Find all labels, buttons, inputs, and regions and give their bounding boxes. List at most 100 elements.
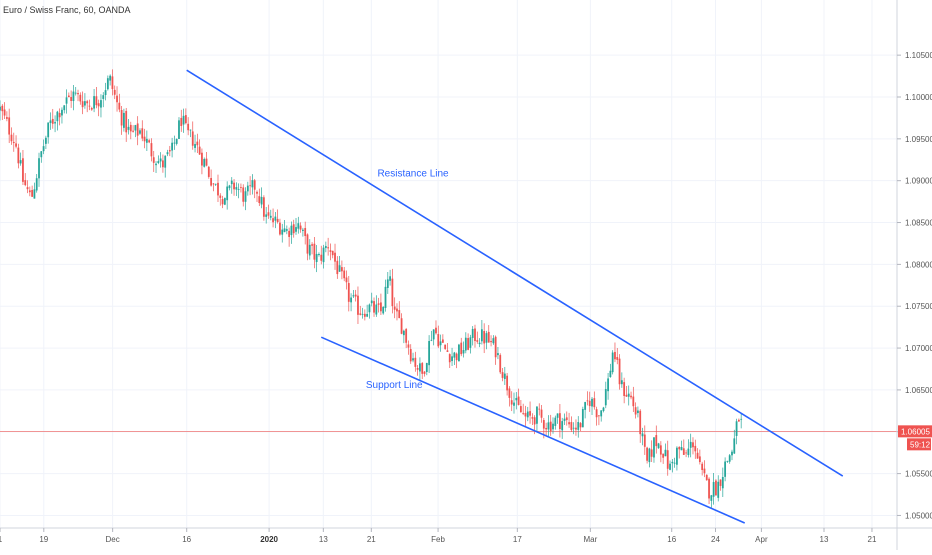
candle-body <box>341 267 343 272</box>
candle-body <box>258 196 261 204</box>
candle-body <box>51 118 54 124</box>
candle-body <box>650 449 653 457</box>
candle-body <box>453 352 456 358</box>
candle-body <box>106 78 109 90</box>
candle-body <box>205 158 208 166</box>
candle-body <box>288 230 291 237</box>
candle-body <box>687 448 690 455</box>
candle-body <box>737 419 740 422</box>
candle-body <box>90 107 93 110</box>
candle-body <box>561 421 564 431</box>
candle-body <box>150 143 153 157</box>
candle-body <box>129 124 132 132</box>
x-tick-label: 1 <box>0 535 3 544</box>
y-tick-label: 1.08500 <box>905 219 932 228</box>
candle-body <box>109 75 112 81</box>
candle-body <box>531 417 534 419</box>
candle-body <box>84 101 86 106</box>
candle-body <box>682 448 685 455</box>
candle-body <box>508 388 511 398</box>
candle-body <box>565 417 568 421</box>
candle-body <box>22 158 24 182</box>
candle-body <box>118 102 121 110</box>
candle-body <box>182 115 185 125</box>
candle-body <box>607 378 609 392</box>
trendlines[interactable] <box>186 69 844 524</box>
candle-body <box>210 178 213 186</box>
candle-body <box>320 254 323 261</box>
candle-body <box>141 128 144 139</box>
support-line[interactable] <box>320 336 746 524</box>
candle-body <box>593 398 596 408</box>
candle-body <box>297 223 300 229</box>
candle-body <box>246 185 249 192</box>
candle-body <box>501 372 504 378</box>
candle-body <box>196 141 199 146</box>
x-tick-label: Apr <box>755 535 768 544</box>
candle-body <box>437 334 440 347</box>
candle-body <box>416 368 419 370</box>
candle-body <box>217 182 219 196</box>
chart-title: Euro / Swiss Franc, 60, OANDA <box>3 5 131 15</box>
candle-body <box>262 197 265 217</box>
candle-body <box>203 158 206 167</box>
candle-body <box>164 155 167 168</box>
candle-body <box>148 140 151 143</box>
candle-body <box>267 212 270 216</box>
candle-body <box>575 427 577 430</box>
candle-body <box>678 446 681 450</box>
candle-body <box>446 350 449 352</box>
x-tick-label: Dec <box>106 535 120 544</box>
x-tick-label: 21 <box>367 535 376 544</box>
candle-body <box>276 218 279 223</box>
candle-body <box>155 163 157 166</box>
candle-body <box>377 303 380 305</box>
candle-body <box>634 407 637 415</box>
candle-body <box>233 182 235 190</box>
y-tick-label: 1.08000 <box>905 260 932 269</box>
candle-body <box>474 328 476 342</box>
resistance-line[interactable] <box>186 69 844 477</box>
candle-body <box>221 199 224 205</box>
candle-body <box>10 134 13 142</box>
candle-body <box>669 463 671 470</box>
candle-body <box>680 447 683 451</box>
candle-body <box>435 327 437 334</box>
candle-body <box>393 306 396 310</box>
candle-body <box>733 438 736 454</box>
candle-body <box>5 117 8 119</box>
candle-body <box>676 447 678 465</box>
candle-body <box>375 304 378 315</box>
candle-body <box>692 442 694 448</box>
candle-body <box>556 413 559 418</box>
candle-body <box>627 393 630 397</box>
candle-body <box>639 410 642 435</box>
candle-body <box>421 363 424 374</box>
candle-body <box>444 344 447 349</box>
candle-body <box>15 143 17 147</box>
candle-body <box>214 183 217 185</box>
candle-body <box>226 186 229 201</box>
support-line-label: Support Line <box>366 380 423 391</box>
candle-body <box>67 95 70 98</box>
candle-body <box>139 130 141 134</box>
y-tick-label: 1.06500 <box>905 386 932 395</box>
candle-body <box>120 109 123 126</box>
candle-body <box>279 222 281 235</box>
candle-body <box>49 120 52 124</box>
y-tick-label: 1.09000 <box>905 177 932 186</box>
candle-body <box>503 373 506 379</box>
candle-body <box>265 214 268 217</box>
candle-body <box>694 445 697 452</box>
candle-body <box>26 187 29 190</box>
candle-body <box>175 138 178 144</box>
candle-body <box>577 422 580 430</box>
candle-body <box>322 247 325 263</box>
candle-body <box>219 195 222 198</box>
candle-body <box>116 95 118 103</box>
candle-body <box>513 402 515 406</box>
candle-body <box>19 160 22 164</box>
candle-body <box>657 443 660 449</box>
